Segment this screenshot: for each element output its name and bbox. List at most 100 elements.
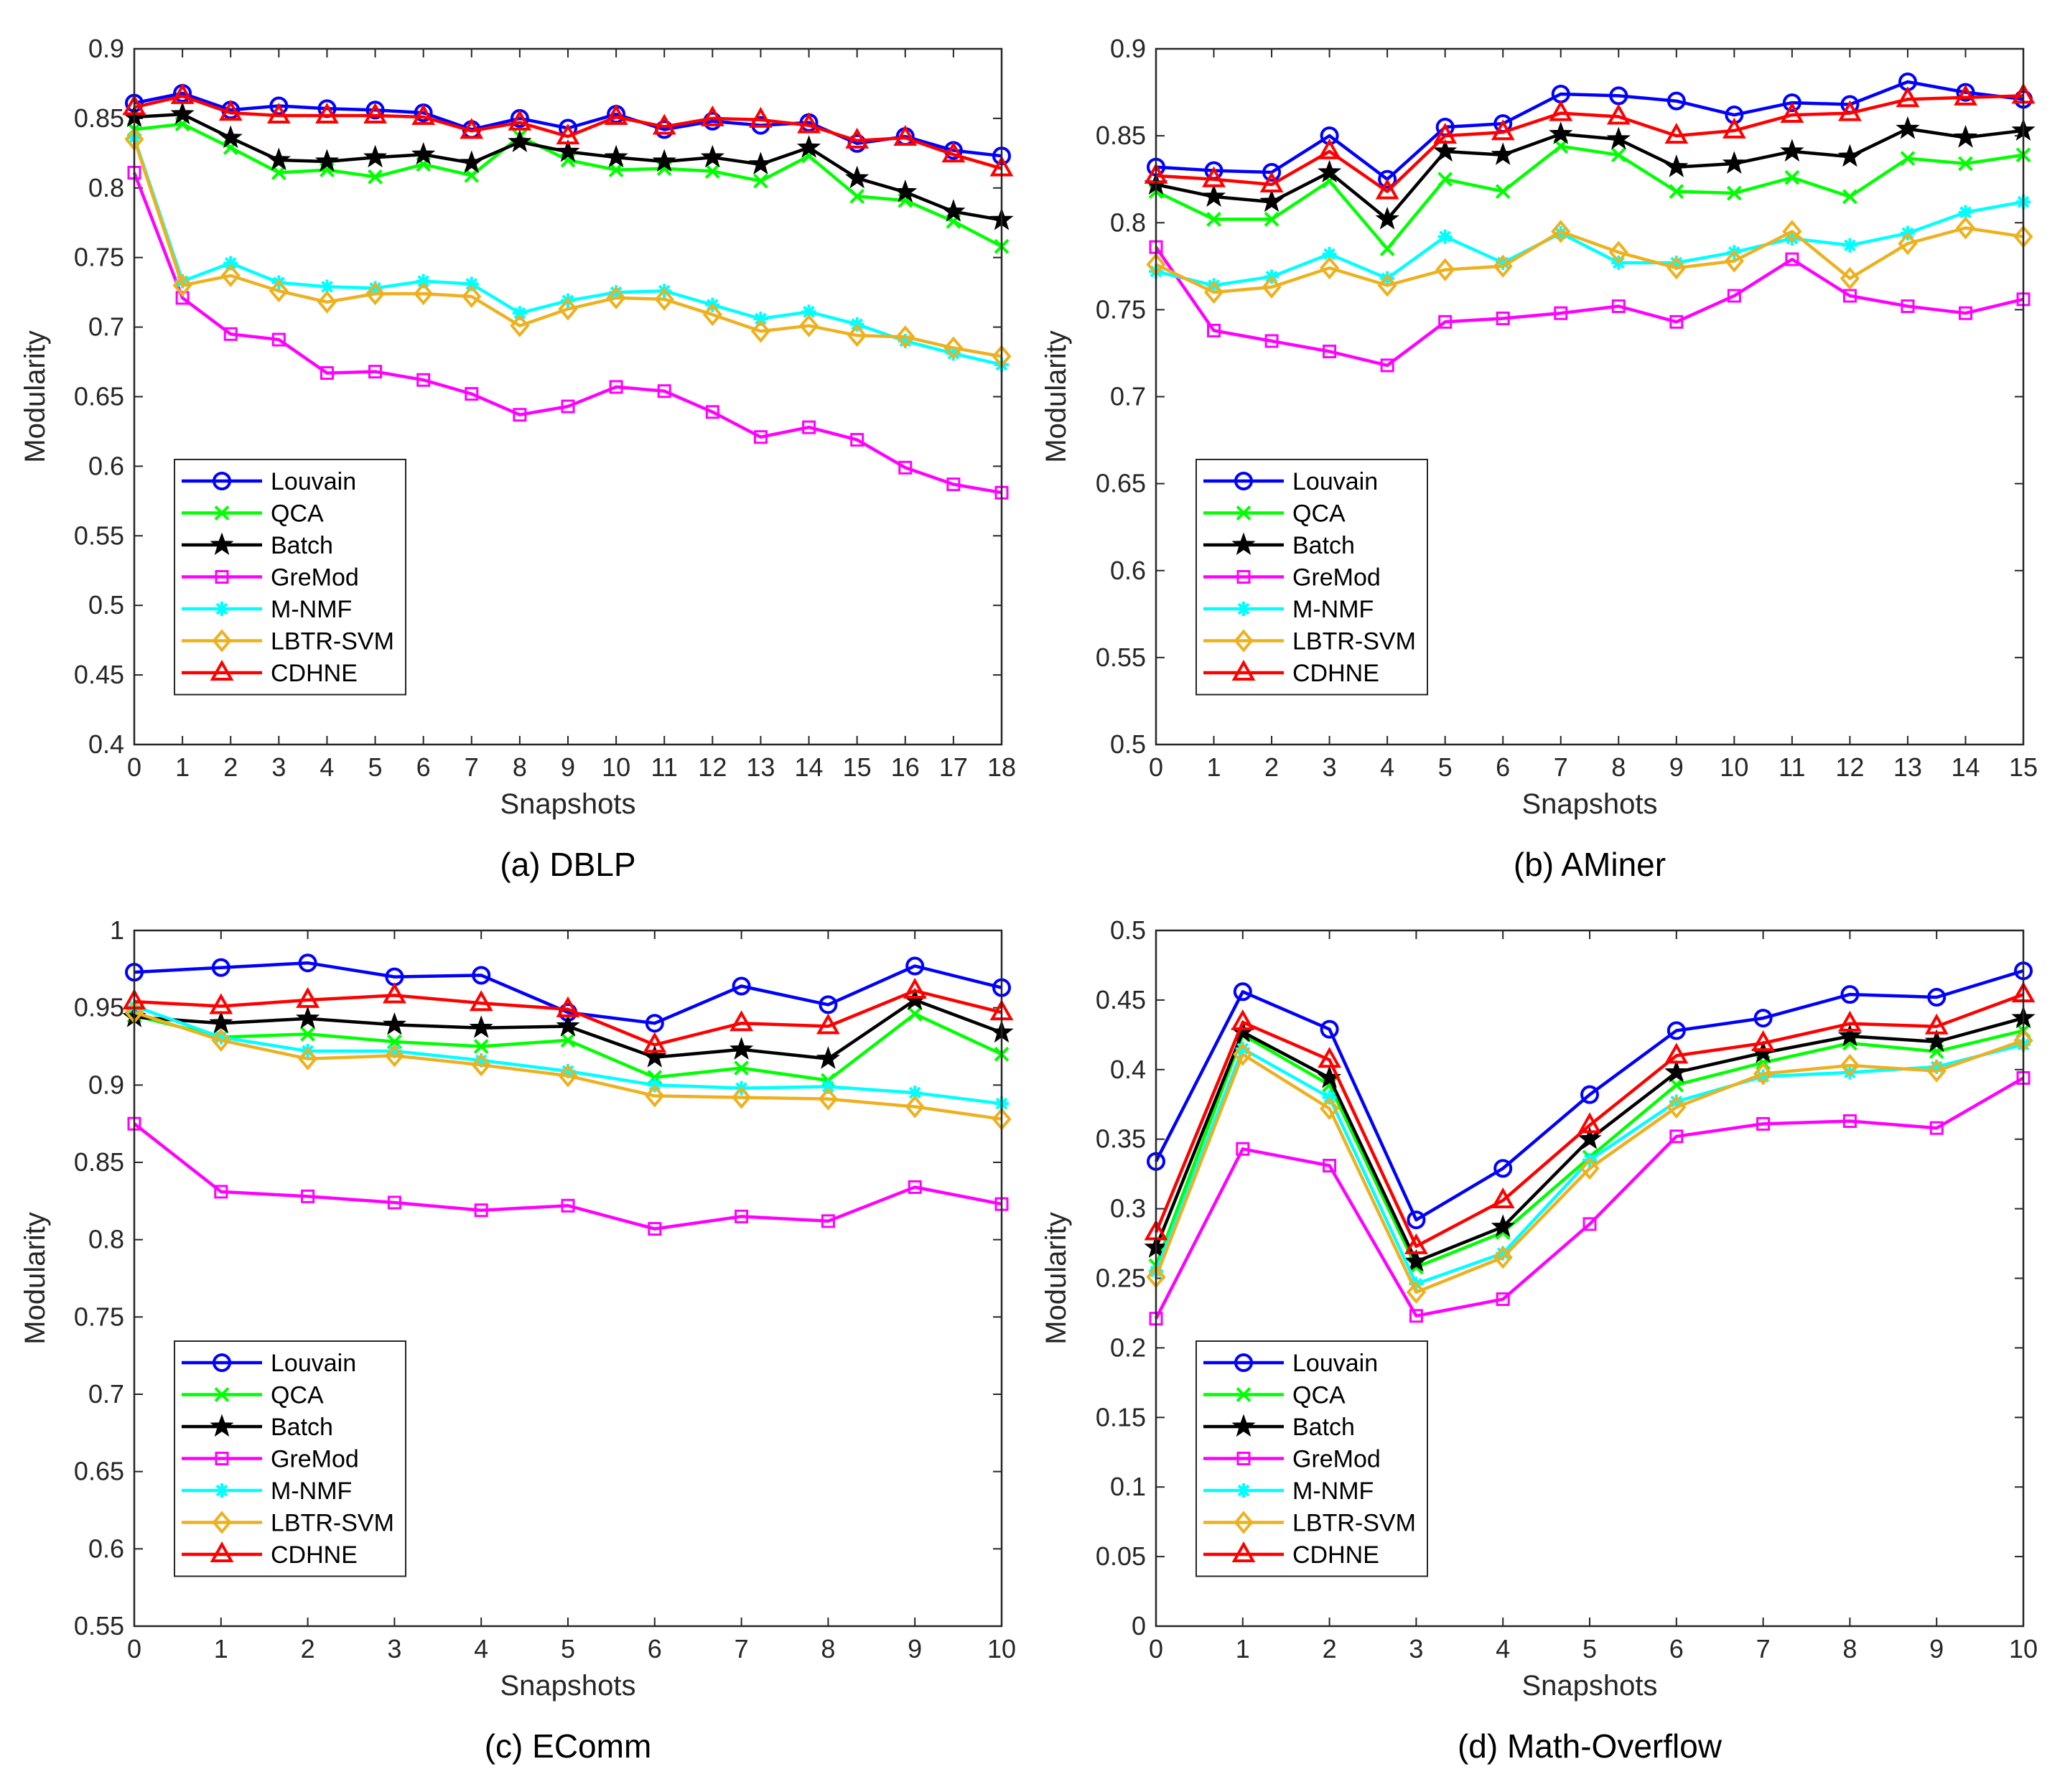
y-tick-label: 0.6	[88, 451, 124, 480]
data-point	[753, 430, 768, 444]
legend-label: LBTR-SVM	[1292, 1510, 1416, 1537]
data-point	[735, 1209, 749, 1223]
legend-entry: CDHNE	[182, 1541, 358, 1569]
data-point	[297, 1047, 318, 1070]
data-point	[802, 420, 816, 434]
data-point	[218, 125, 243, 149]
legend-marker	[1231, 1414, 1256, 1437]
data-point	[645, 1014, 664, 1033]
data-point	[513, 408, 527, 422]
data-point	[1206, 278, 1221, 293]
legend-label: M-NMF	[271, 596, 352, 623]
data-point	[1782, 220, 1802, 243]
data-point	[1409, 1309, 1423, 1323]
data-point	[172, 274, 192, 297]
data-point	[652, 149, 676, 172]
x-tick-label: 11	[1779, 752, 1805, 782]
series-line	[1154, 1038, 2024, 1294]
data-point	[847, 324, 867, 347]
data-point	[1837, 1010, 1862, 1032]
x-axis-label: Snapshots	[500, 788, 635, 820]
data-point	[1493, 254, 1513, 278]
legend-marker	[215, 570, 229, 584]
y-tick-label: 0	[1132, 1611, 1146, 1641]
x-tick-label: 6	[1496, 752, 1510, 782]
data-point	[1207, 323, 1221, 337]
legend-label: LBTR-SVM	[271, 1510, 394, 1537]
x-axis-label: Snapshots	[1521, 1670, 1657, 1702]
series-line	[1155, 144, 2024, 251]
data-point	[271, 165, 286, 180]
data-point	[1259, 189, 1284, 213]
data-point	[211, 958, 230, 977]
data-point	[1582, 1217, 1597, 1231]
legend-marker	[1236, 1452, 1251, 1465]
x-tick-label: 6	[1669, 1634, 1684, 1663]
data-point	[1259, 171, 1284, 192]
legend-marker	[1231, 532, 1256, 556]
data-point	[1577, 1126, 1602, 1149]
data-point	[816, 1046, 841, 1069]
data-point	[1322, 246, 1337, 261]
x-tick-label: 11	[651, 752, 678, 782]
axes-box	[133, 929, 1003, 1628]
data-point	[1609, 86, 1628, 106]
series-cdhne	[122, 977, 1014, 1053]
data-point	[1438, 314, 1453, 329]
x-tick-label: 12	[698, 752, 727, 782]
legend-label: Batch	[1292, 1414, 1355, 1441]
legend-entry: Louvain	[1203, 1350, 1378, 1377]
data-point	[1496, 1246, 1511, 1261]
data-point	[1785, 252, 1799, 266]
x-tick-label: 8	[513, 752, 527, 782]
data-point	[1264, 211, 1279, 227]
series-line	[132, 172, 1002, 495]
chart-panel-4: 0 1 2 3 4 5 6 7 8 9 10 0 0.05 0.1 0.15 0.2 0.25 0.3 0.35 0.…	[1040, 915, 2038, 1765]
legend-entry: GreMod	[1203, 1446, 1381, 1473]
x-tick-label: 14	[795, 752, 824, 782]
legend-label: GreMod	[271, 1446, 359, 1473]
x-tick-label: 1	[1236, 1634, 1250, 1663]
data-point	[1722, 117, 1746, 139]
data-point	[1233, 982, 1252, 1002]
data-point	[1577, 1112, 1602, 1134]
data-point	[700, 105, 724, 126]
y-tick-label: 0.75	[74, 243, 124, 272]
panel-caption: (b) AMiner	[1514, 846, 1666, 883]
x-tick-label: 16	[891, 752, 920, 782]
legend-marker	[1234, 472, 1253, 490]
data-point	[320, 279, 335, 294]
data-point	[1323, 345, 1337, 359]
y-tick-label: 0.3	[1110, 1194, 1146, 1223]
data-point	[1782, 93, 1801, 113]
data-point	[558, 297, 578, 321]
x-tick-label: 8	[821, 1634, 835, 1663]
x-tick-label: 2	[1264, 752, 1279, 782]
data-point	[508, 129, 532, 153]
chart-panel-3: 0 1 2 3 4 5 6 7 8 9 10 0.55 0.6 0.65 0.7 0.75 0.8 0.85 0.9…	[19, 915, 1016, 1765]
data-point	[271, 332, 286, 347]
data-point	[1380, 358, 1394, 373]
data-point	[1262, 162, 1282, 182]
y-tick-label: 0.65	[74, 1457, 124, 1486]
legend-entry: QCA	[1203, 1382, 1346, 1409]
x-tick-label: 4	[474, 1634, 488, 1663]
series-line	[132, 139, 1002, 358]
data-point	[1235, 1041, 1250, 1056]
data-point	[905, 956, 925, 976]
legend-marker	[1234, 1511, 1254, 1534]
data-point	[469, 990, 493, 1012]
series-lbtr-svm	[1146, 1029, 2033, 1304]
series-cdhne	[122, 83, 1014, 177]
data-point	[211, 1028, 231, 1052]
data-point	[654, 287, 674, 311]
data-point	[750, 319, 771, 343]
legend-entry: GreMod	[182, 1446, 359, 1473]
y-tick-label: 0.8	[88, 173, 124, 202]
data-point	[1496, 1292, 1510, 1307]
data-point	[818, 1087, 839, 1111]
data-point	[411, 141, 436, 165]
data-point	[907, 1006, 923, 1022]
data-point	[474, 1053, 489, 1068]
y-tick-label: 0.85	[1096, 121, 1146, 150]
